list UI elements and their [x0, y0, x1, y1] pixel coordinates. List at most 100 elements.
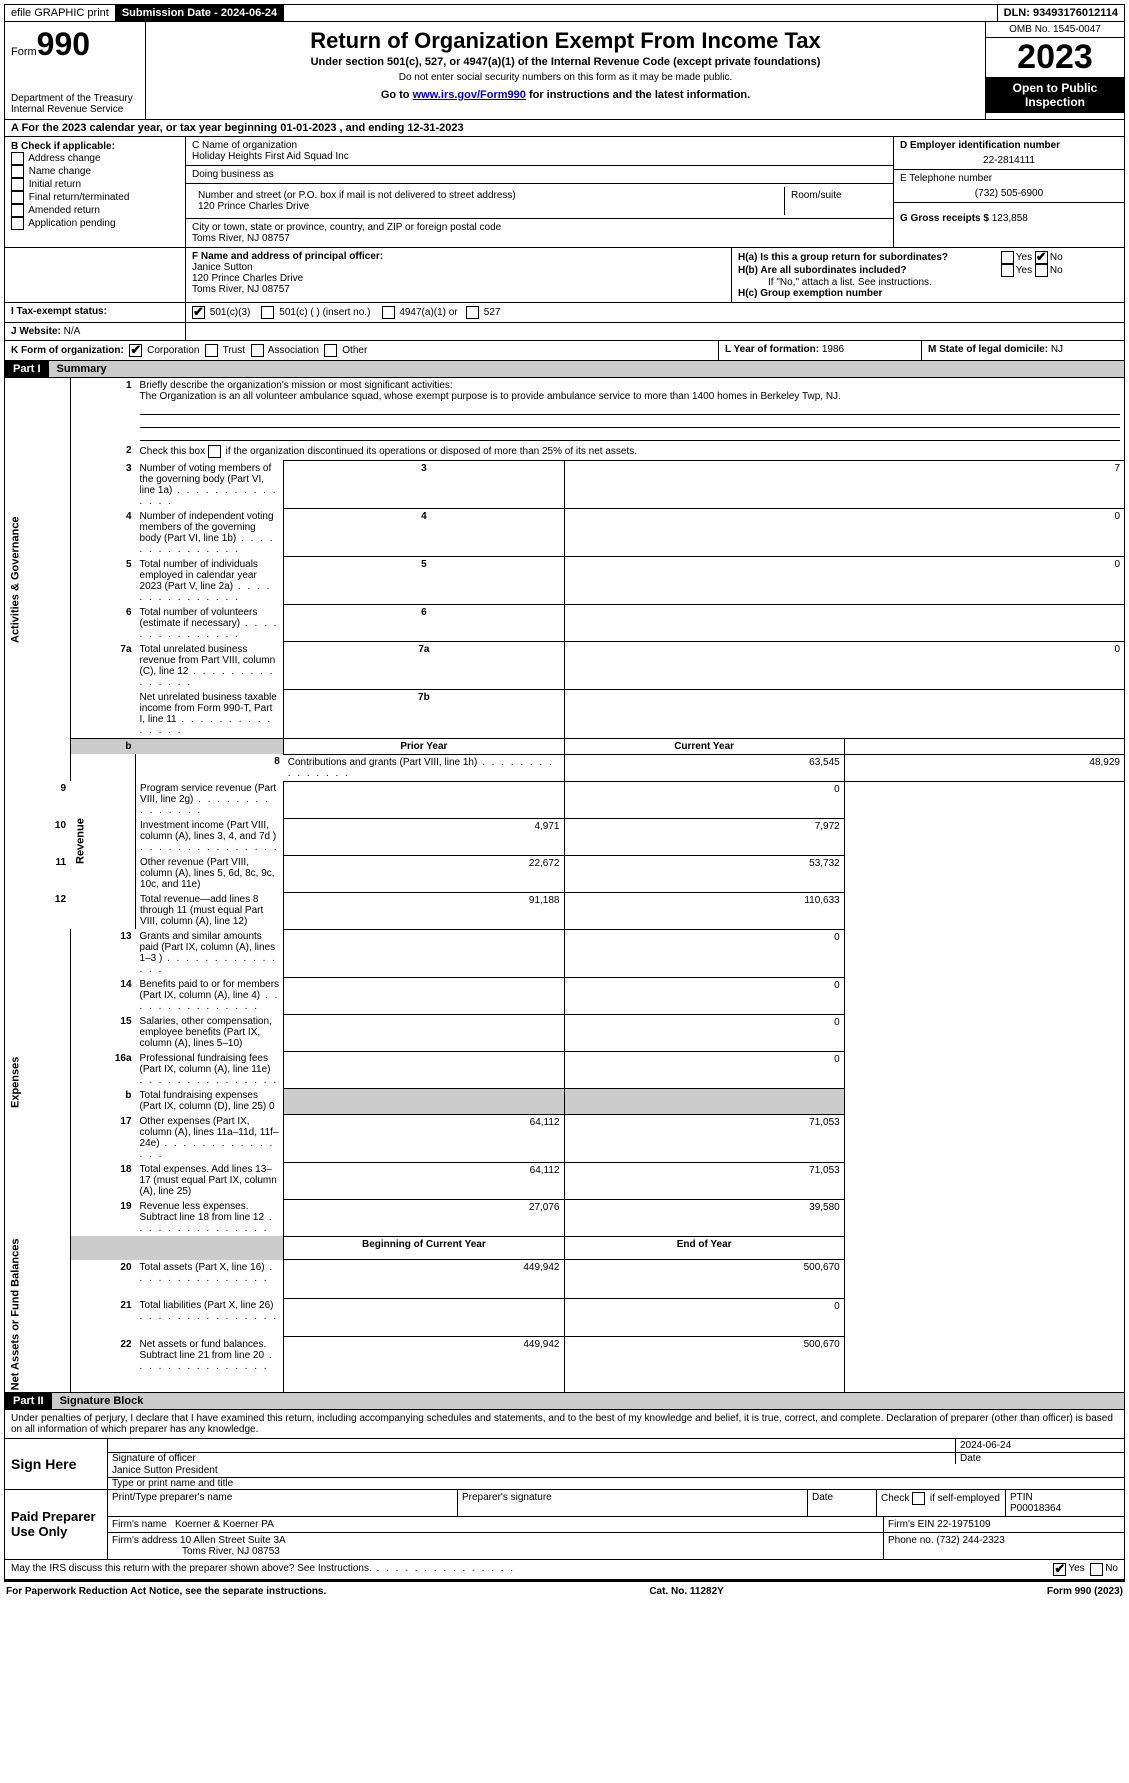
gross-label: G Gross receipts $ — [900, 213, 992, 224]
tax-year: 2023 — [986, 38, 1124, 77]
val-6 — [564, 605, 1125, 642]
officer-printed: Janice Sutton President — [108, 1464, 1124, 1478]
line11: Other revenue (Part VIII, column (A), li… — [136, 855, 284, 892]
line17: Other expenses (Part IX, column (A), lin… — [136, 1114, 284, 1162]
line6: Total number of volunteers (estimate if … — [136, 605, 284, 642]
i-label: I Tax-exempt status: — [11, 306, 107, 317]
officer-addr2: Toms River, NJ 08757 — [192, 284, 290, 295]
line21: Total liabilities (Part X, line 26) — [136, 1298, 284, 1337]
irs-label: Internal Revenue Service — [11, 104, 139, 115]
checkbox-discuss-no[interactable] — [1090, 1563, 1103, 1576]
form-number: 990 — [37, 26, 90, 62]
paperwork-notice: For Paperwork Reduction Act Notice, see … — [6, 1586, 326, 1597]
year-formation: 1986 — [822, 344, 844, 355]
firm-addr2: Toms River, NJ 08753 — [112, 1546, 280, 1557]
checkbox-address-change[interactable] — [11, 152, 24, 165]
sig-officer-label: Signature of officer — [108, 1453, 955, 1464]
line4: Number of independent voting members of … — [136, 509, 284, 557]
hb-note: If "No," attach a list. See instructions… — [738, 277, 1118, 288]
val-4: 0 — [564, 509, 1125, 557]
side-expenses: Expenses — [5, 929, 71, 1236]
line1-label: Briefly describe the organization's miss… — [140, 380, 453, 391]
line12: Total revenue—add lines 8 through 11 (mu… — [136, 892, 284, 929]
checkbox-501c[interactable] — [261, 306, 274, 319]
side-revenue: Revenue — [70, 754, 136, 929]
top-bar: efile GRAPHIC print Submission Date - 20… — [4, 4, 1125, 22]
goto-line: Go to www.irs.gov/Form990 for instructio… — [150, 89, 981, 101]
signature-block: Under penalties of perjury, I declare th… — [4, 1410, 1125, 1580]
c-name-label: C Name of organization — [192, 140, 297, 151]
checkbox-name-change[interactable] — [11, 165, 24, 178]
checkbox-ha-yes[interactable] — [1001, 251, 1014, 264]
line16a: Professional fundraising fees (Part IX, … — [136, 1051, 284, 1088]
sign-here-label: Sign Here — [5, 1439, 108, 1489]
org-name: Holiday Heights First Aid Squad Inc — [192, 151, 349, 162]
form-title: Return of Organization Exempt From Incom… — [150, 28, 981, 54]
gross-receipts: 123,858 — [992, 213, 1028, 224]
ha-label: H(a) Is this a group return for subordin… — [738, 252, 998, 263]
phone-label: E Telephone number — [900, 173, 992, 184]
line7a: Total unrelated business revenue from Pa… — [136, 642, 284, 690]
checkbox-assoc[interactable] — [251, 344, 264, 357]
l-label: L Year of formation: — [725, 344, 822, 355]
phone: (732) 505-6900 — [900, 184, 1118, 199]
checkbox-application-pending[interactable] — [11, 217, 24, 230]
efile-label: efile GRAPHIC print — [5, 5, 116, 21]
open-to-public: Open to Public Inspection — [986, 77, 1124, 113]
hb-label: H(b) Are all subordinates included? — [738, 265, 998, 276]
discuss-question: May the IRS discuss this return with the… — [11, 1563, 1053, 1576]
row-fh: F Name and address of principal officer:… — [4, 248, 1125, 303]
submission-date: Submission Date - 2024-06-24 — [116, 5, 284, 21]
line5: Total number of individuals employed in … — [136, 557, 284, 605]
officer-addr1: 120 Prince Charles Drive — [192, 273, 303, 284]
line10: Investment income (Part VIII, column (A)… — [136, 818, 284, 855]
line9: Program service revenue (Part VIII, line… — [136, 781, 284, 818]
line16b: Total fundraising expenses (Part IX, col… — [136, 1088, 284, 1114]
hdr-curr: Current Year — [564, 738, 844, 754]
checkbox-discuss-yes[interactable] — [1053, 1563, 1066, 1576]
checkbox-4947[interactable] — [382, 306, 395, 319]
checkbox-hb-no[interactable] — [1035, 264, 1048, 277]
checkbox-other[interactable] — [324, 344, 337, 357]
hdr-beg: Beginning of Current Year — [284, 1236, 564, 1260]
checkbox-527[interactable] — [466, 306, 479, 319]
street: 120 Prince Charles Drive — [198, 201, 309, 212]
line2: Check this box if the organization disco… — [140, 446, 638, 457]
firm-ein: 22-1975109 — [937, 1519, 990, 1530]
col-c: C Name of organization Holiday Heights F… — [186, 137, 893, 247]
val-3: 7 — [564, 461, 1125, 509]
form-prefix: Form — [11, 46, 37, 58]
checkbox-ha-no[interactable] — [1035, 251, 1048, 264]
k-label: K Form of organization: — [11, 345, 124, 356]
val-5: 0 — [564, 557, 1125, 605]
firm-phone: (732) 244-2323 — [936, 1535, 1004, 1546]
firm-addr1: 10 Allen Street Suite 3A — [180, 1535, 286, 1546]
val-7b — [564, 690, 1125, 739]
footer: For Paperwork Reduction Act Notice, see … — [4, 1580, 1125, 1601]
declaration: Under penalties of perjury, I declare th… — [5, 1410, 1124, 1439]
irs-link[interactable]: www.irs.gov/Form990 — [413, 89, 526, 101]
line20: Total assets (Part X, line 16) — [136, 1260, 284, 1299]
checkbox-corp[interactable] — [129, 344, 142, 357]
cat-no: Cat. No. 11282Y — [649, 1586, 723, 1597]
state-domicile: NJ — [1051, 344, 1063, 355]
m-label: M State of legal domicile: — [928, 344, 1051, 355]
line18: Total expenses. Add lines 13–17 (must eq… — [136, 1162, 284, 1199]
checkbox-501c3[interactable] — [192, 306, 205, 319]
city-label: City or town, state or province, country… — [192, 222, 501, 233]
hc-label: H(c) Group exemption number — [738, 288, 882, 299]
checkbox-discontinued[interactable] — [208, 445, 221, 458]
checkbox-amended-return[interactable] — [11, 204, 24, 217]
checkbox-self-employed[interactable] — [912, 1492, 925, 1505]
val-7a: 0 — [564, 642, 1125, 690]
checkbox-hb-yes[interactable] — [1001, 264, 1014, 277]
dln: DLN: 93493176012114 — [998, 5, 1124, 21]
street-label: Number and street (or P.O. box if mail i… — [198, 190, 516, 201]
checkbox-trust[interactable] — [205, 344, 218, 357]
checkbox-final-return[interactable] — [11, 191, 24, 204]
line8: Contributions and grants (Part VIII, lin… — [284, 754, 564, 781]
part1-table: Activities & Governance 1 Briefly descri… — [4, 378, 1125, 1393]
row-klm: K Form of organization: Corporation Trus… — [4, 341, 1125, 361]
row-i: I Tax-exempt status: 501(c)(3) 501(c) ( … — [4, 303, 1125, 323]
checkbox-initial-return[interactable] — [11, 178, 24, 191]
